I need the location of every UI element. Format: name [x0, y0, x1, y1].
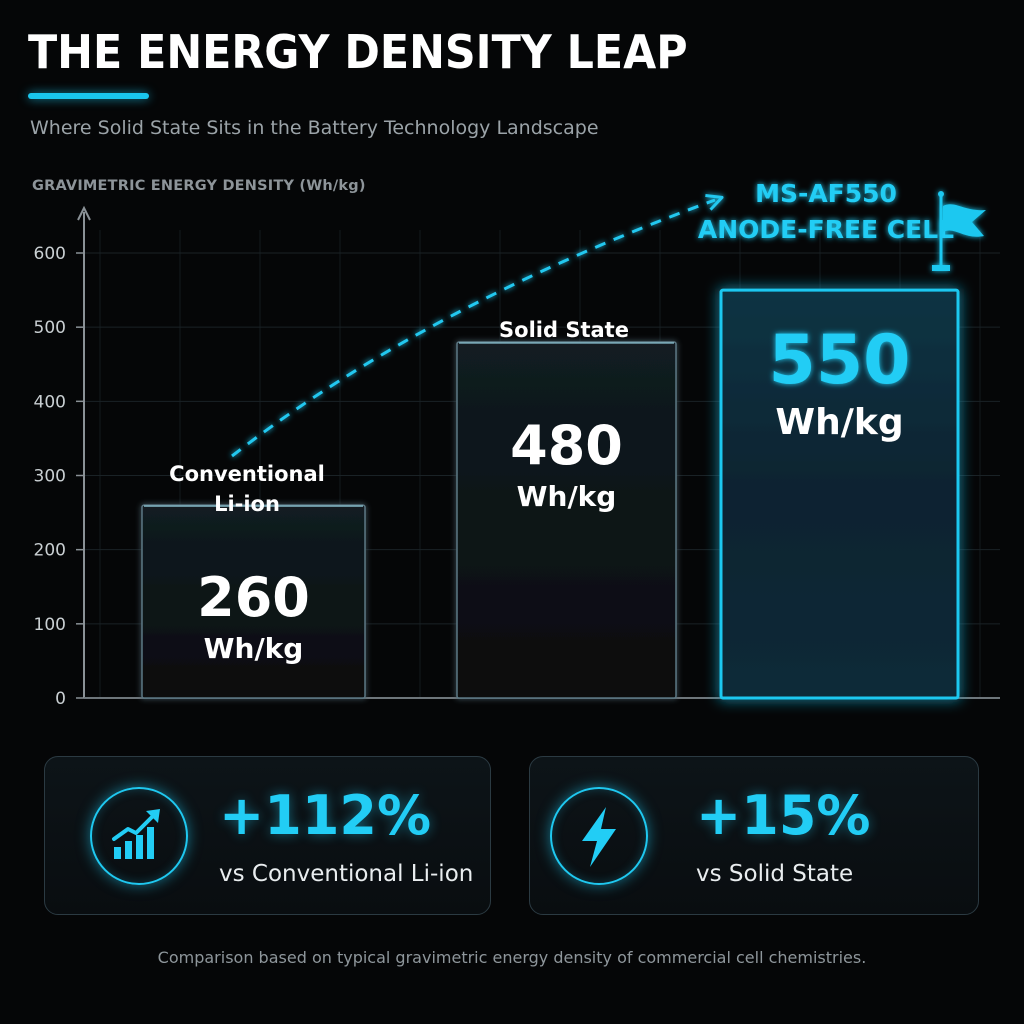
category-label: MS-AF550 — [755, 179, 897, 208]
category-label: Conventional — [169, 462, 325, 486]
stat-card-vs-solid-state: +15% vs Solid State — [529, 756, 979, 915]
footnote: Comparison based on typical gravimetric … — [157, 948, 867, 967]
category-label: Solid State — [499, 318, 629, 342]
page-title: THE ENERGY DENSITY LEAP — [28, 25, 688, 79]
flag-base — [932, 265, 950, 271]
stat-caption: vs Conventional Li-ion — [219, 861, 474, 887]
stat-caption: vs Solid State — [696, 861, 854, 887]
y-tick-label: 0 — [55, 689, 66, 709]
category-label: Li-ion — [214, 492, 280, 516]
y-tick-label: 400 — [34, 392, 66, 412]
stat-value: +112% — [219, 784, 432, 847]
y-tick-label: 200 — [34, 541, 66, 561]
bar-3 — [719, 288, 960, 700]
bar-value-label: 260 — [197, 566, 310, 629]
y-axis-title: GRAVIMETRIC ENERGY DENSITY (Wh/kg) — [32, 178, 366, 194]
bar-2 — [456, 341, 677, 699]
bar-value-label: 480 — [510, 414, 623, 477]
bar-value-label: 550 — [769, 321, 911, 400]
y-tick-label: 100 — [34, 615, 66, 635]
y-tick-label: 300 — [34, 467, 66, 487]
flag-icon — [932, 191, 986, 271]
bar-unit-label: Wh/kg — [775, 402, 903, 443]
title-underline — [28, 93, 149, 99]
y-tick-label: 500 — [34, 318, 66, 338]
bar-1 — [141, 504, 366, 699]
bar-unit-label: Wh/kg — [204, 632, 304, 665]
lightning-bolt-icon — [550, 787, 648, 885]
flag-cloth — [943, 204, 986, 237]
page-subtitle: Where Solid State Sits in the Battery Te… — [30, 117, 599, 139]
bar-unit-label: Wh/kg — [517, 480, 617, 513]
growth-chart-icon — [90, 787, 188, 885]
trend-arrow — [231, 200, 715, 458]
y-tick-label: 600 — [34, 244, 66, 264]
stat-card-vs-conventional: +112% vs Conventional Li-ion — [44, 756, 491, 915]
flag-finial — [938, 191, 944, 197]
category-label: ANODE-FREE CELL — [698, 215, 954, 244]
y-axis-arrow — [77, 205, 91, 221]
stat-value: +15% — [696, 784, 871, 847]
